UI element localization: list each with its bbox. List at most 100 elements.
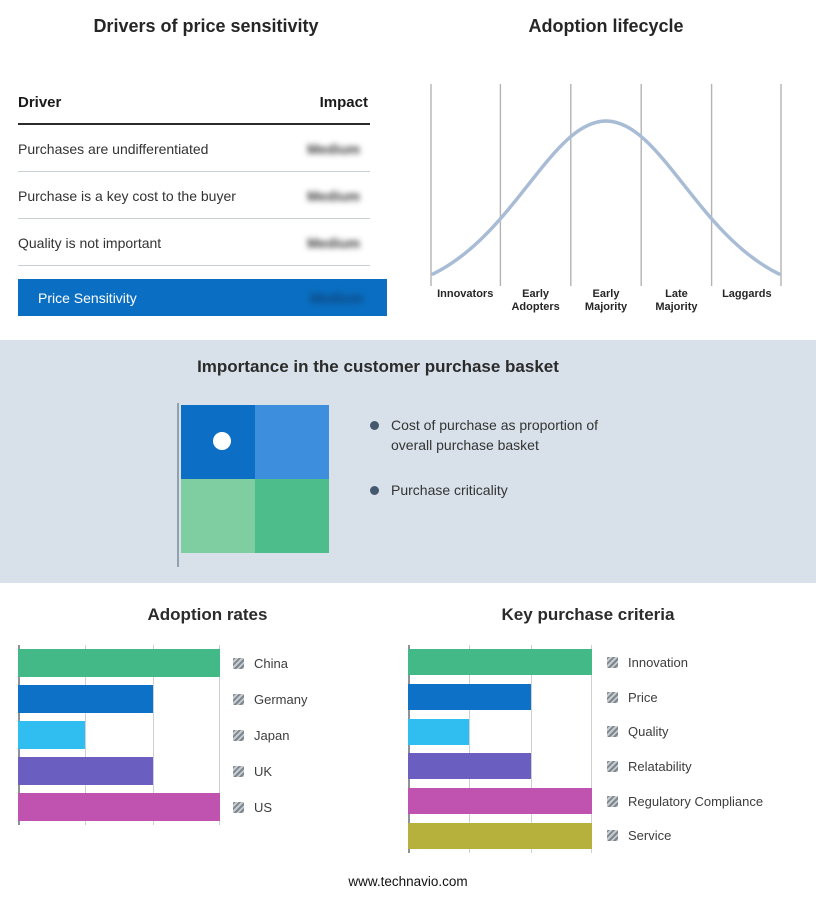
table-row: Purchases are undifferentiated Medium [18,125,370,172]
list-item: Cost of purchase as proportion of overal… [370,416,642,455]
adoption-rates-title: Adoption rates [147,605,268,624]
quadrant-top-right [255,405,329,479]
price-sensitivity-label: Price Sensitivity [38,289,137,306]
driver-cell: Purchases are undifferentiated [18,141,209,157]
drivers-table-header: Driver Impact [18,88,370,125]
legend-label: Relatability [628,758,692,774]
driver-cell: Quality is not important [18,235,162,251]
stage-label-early-majority: Early Majority [584,288,628,314]
purchase-basket-title: Importance in the customer purchase bask… [197,357,559,376]
bar-regulatory-compliance [408,788,592,815]
quadrant-graphic [181,405,329,553]
gridline [530,645,532,853]
gridline [152,645,154,825]
bar-group [18,645,220,825]
legend-label: Regulatory Compliance [628,793,764,809]
drivers-table: Driver Impact Purchases are undifferenti… [18,88,387,316]
stage-label-late-majority: Late Majority [655,288,698,314]
column-header-impact: Impact [319,94,368,111]
drivers-table-title: Drivers of price sensitivity [93,16,319,36]
legend-item: China [233,645,307,681]
website-url: www.technavio.com [348,874,468,889]
legend-label: Quality [628,724,669,740]
legend-label: Germany [254,691,308,707]
legend-hatch-icon [233,765,244,777]
adoption-rates-chart [18,645,220,825]
legend-item: Germany [233,681,307,717]
legend-hatch-icon [607,726,618,738]
legend-hatch-icon [607,656,618,668]
stage-label-early-adopters: Early Adopters [511,288,560,314]
column-header-driver: Driver [18,94,62,111]
bullet-icon [370,486,379,496]
quadrant-bottom-left [181,479,255,553]
adoption-rates-legend: China Germany Japan UK US [233,645,307,825]
price-sensitivity-highlight-row: Price Sensitivity Medium [18,279,387,316]
stage-label-innovators: Innovators [437,288,494,300]
price-sensitivity-value-redacted: Medium [310,289,363,306]
bar-relatability [408,753,531,780]
legend-label: Price [628,689,658,705]
bottom-charts: Adoption rates Key purchase criteria Chi… [0,583,816,902]
legend-item: Innovation [607,645,763,680]
bar-japan [18,721,86,749]
legend-item: UK [233,753,307,789]
bar-china [18,649,220,677]
legend-hatch-icon [233,801,244,813]
legend-item: US [233,789,307,825]
legend-label: Service [628,828,672,844]
bell-curve [431,119,781,276]
bar-us [18,793,220,821]
legend-label: UK [254,763,273,779]
quadrant-bottom-right [255,479,329,553]
bar-group [408,645,592,853]
legend-label: Innovation [628,654,688,670]
impact-cell-redacted: Medium [307,141,360,157]
gridline [85,645,87,825]
legend-hatch-icon [233,657,244,669]
bullet-text: Purchase criticality [391,482,508,499]
bullet-text: Cost of purchase as proportion of overal… [391,417,599,453]
legend-item: Price [607,680,763,715]
list-item: Purchase criticality [370,481,642,501]
driver-cell: Purchase is a key cost to the buyer [18,188,236,204]
bar-germany [18,685,153,713]
bar-uk [18,757,153,785]
legend-hatch-icon [607,830,618,842]
y-axis-line [408,645,410,853]
quadrant-axis-line [177,403,179,567]
legend-label: US [254,799,273,815]
gridline [591,645,592,853]
gridline [219,645,220,825]
bullet-icon [370,421,379,430]
gridline [469,645,471,853]
basket-bullet-list: Cost of purchase as proportion of overal… [370,416,642,501]
lifecycle-stage-labels: Innovators Early Adopters Early Majority… [430,288,782,314]
key-purchase-criteria-legend: Innovation Price Quality Relatability Re… [607,645,763,853]
table-row: Quality is not important Medium [18,219,370,266]
bell-curve-svg [430,84,782,286]
legend-label: Japan [254,727,290,743]
legend-hatch-icon [233,693,244,705]
lifecycle-title: Adoption lifecycle [528,16,684,36]
stage-label-laggards: Laggards [722,288,772,300]
table-row: Purchase is a key cost to the buyer Medi… [18,172,370,219]
bar-service [408,822,592,849]
impact-cell-redacted: Medium [307,235,360,251]
bar-innovation [408,649,592,676]
legend-hatch-icon [607,795,618,807]
legend-hatch-icon [233,729,244,741]
legend-label: China [254,655,288,671]
legend-item: Regulatory Compliance [607,784,763,819]
impact-cell-redacted: Medium [307,188,360,204]
legend-item: Service [607,818,763,853]
lifecycle-chart [430,84,782,286]
key-purchase-criteria-chart [408,645,592,853]
legend-item: Japan [233,717,307,753]
legend-hatch-icon [607,760,618,772]
legend-item: Quality [607,714,763,749]
key-purchase-criteria-title: Key purchase criteria [501,605,675,624]
legend-item: Relatability [607,749,763,784]
bar-quality [408,718,470,745]
